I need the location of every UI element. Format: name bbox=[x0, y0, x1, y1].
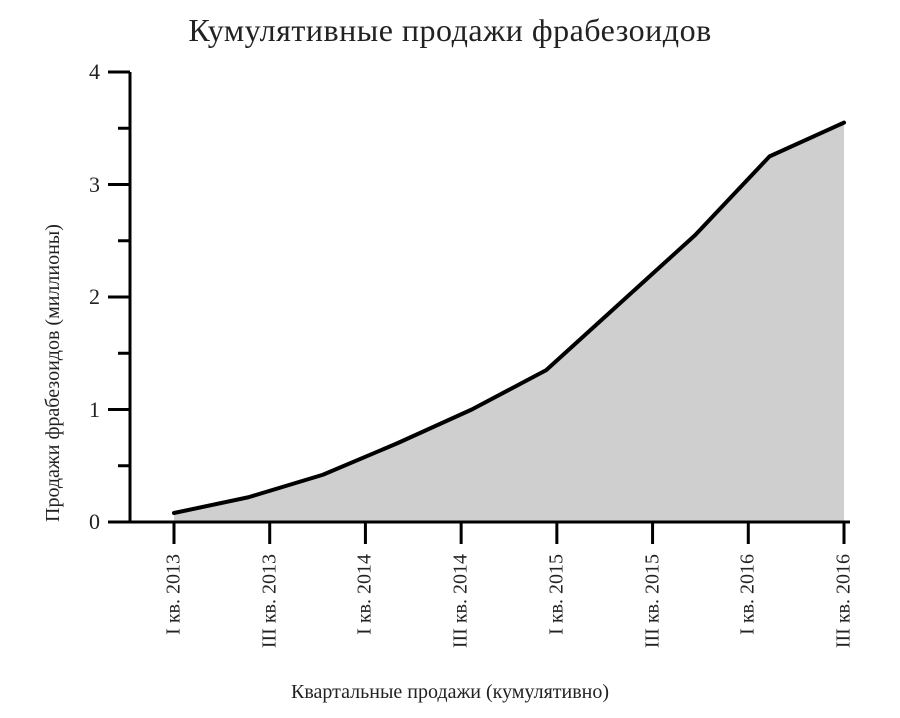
chart-container: Кумулятивные продажи фрабезоидов Продажи… bbox=[0, 0, 900, 718]
x-tick-label: I кв. 2014 bbox=[354, 554, 377, 635]
y-tick-label: 3 bbox=[60, 172, 100, 198]
x-tick-label: I кв. 2016 bbox=[737, 554, 760, 635]
y-tick-label: 4 bbox=[60, 59, 100, 85]
x-tick-label: III кв. 2013 bbox=[258, 554, 281, 648]
chart-svg bbox=[130, 72, 850, 522]
x-tick-label: I кв. 2013 bbox=[163, 554, 186, 635]
x-tick-label: III кв. 2016 bbox=[833, 554, 856, 648]
x-tick-label: I кв. 2015 bbox=[545, 554, 568, 635]
x-tick-label: III кв. 2014 bbox=[450, 554, 473, 648]
y-tick-label: 2 bbox=[60, 284, 100, 310]
x-tick-label: III кв. 2015 bbox=[641, 554, 664, 648]
y-axis-label: Продажи фрабезоидов (миллионы) bbox=[42, 224, 65, 522]
chart-title: Кумулятивные продажи фрабезоидов bbox=[0, 12, 900, 49]
plot-area: 01234I кв. 2013III кв. 2013I кв. 2014III… bbox=[130, 72, 850, 522]
x-axis-label: Квартальные продажи (кумулятивно) bbox=[0, 681, 900, 704]
y-tick-label: 1 bbox=[60, 397, 100, 423]
y-tick-label: 0 bbox=[60, 509, 100, 535]
